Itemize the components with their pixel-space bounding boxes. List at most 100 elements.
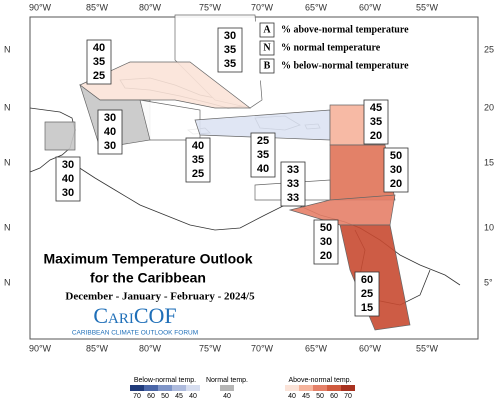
lon-label: 90°W xyxy=(29,343,52,353)
lon-label: 90°W xyxy=(29,2,52,12)
lat-label: N xyxy=(4,157,11,167)
region-value: 40 xyxy=(192,140,204,152)
colorbar-swatch xyxy=(299,385,313,391)
lon-label: 75°W xyxy=(199,343,222,353)
lon-label: 85°W xyxy=(86,2,109,12)
colorbar-swatch xyxy=(220,385,234,391)
lon-label: 60°W xyxy=(359,2,382,12)
value-box xyxy=(185,137,211,183)
colorbar-label: 40 xyxy=(223,393,231,400)
colorbar-label: 40 xyxy=(288,393,296,400)
lat-label: N xyxy=(4,102,11,112)
region-value: 33 xyxy=(287,178,299,190)
lon-label: 65°W xyxy=(305,2,328,12)
value-box xyxy=(354,271,380,317)
logo: CariCOF xyxy=(93,303,176,328)
legend-text: % below-normal temperature xyxy=(281,60,409,71)
title-line: for the Caribbean xyxy=(90,270,206,286)
region-value: 35 xyxy=(192,154,204,166)
region-value: 20 xyxy=(390,178,402,190)
region-value: 25 xyxy=(93,70,105,82)
colorbar-label: 70 xyxy=(133,393,141,400)
colorbar-swatch xyxy=(341,385,355,391)
colorbar-label: 60 xyxy=(330,393,338,400)
region-value: 60 xyxy=(361,274,373,286)
region-value: 20 xyxy=(320,250,332,262)
subtitle: December - January - February - 2024/5 xyxy=(65,291,255,303)
lat-label: N xyxy=(4,222,11,232)
value-box xyxy=(97,109,123,155)
region-value: 50 xyxy=(320,222,332,234)
value-box xyxy=(217,27,243,73)
region-value: 30 xyxy=(62,159,74,171)
value-box xyxy=(363,99,389,145)
lon-label: 55°W xyxy=(416,343,439,353)
lat-label: 10 xyxy=(484,222,494,232)
colorbar-swatch xyxy=(144,385,158,391)
legend-letter: N xyxy=(263,42,271,53)
value-box xyxy=(55,156,81,202)
lon-label: 85°W xyxy=(86,343,109,353)
region-value: 35 xyxy=(93,56,105,68)
colorbar-label: 50 xyxy=(316,393,324,400)
region-value: 30 xyxy=(104,140,116,152)
lon-label: 70°W xyxy=(251,343,274,353)
region-value: 20 xyxy=(370,130,382,142)
colorbar-title: Above-normal temp. xyxy=(288,377,351,384)
lat-label: 20 xyxy=(484,102,494,112)
region-value: 33 xyxy=(287,192,299,204)
lon-label: 55°W xyxy=(416,2,439,12)
region-value: 35 xyxy=(224,44,236,56)
region xyxy=(44,121,76,151)
region-value: 30 xyxy=(390,164,402,176)
colorbar-label: 45 xyxy=(175,393,183,400)
colorbar-label: 70 xyxy=(344,393,352,400)
region-value: 15 xyxy=(361,302,373,314)
colorbar-swatch xyxy=(130,385,144,391)
region-value: 30 xyxy=(224,30,236,42)
region-value: 25 xyxy=(257,135,269,147)
lat-label: 25 xyxy=(484,44,494,54)
colorbar-swatch xyxy=(313,385,327,391)
lon-label: 75°W xyxy=(199,2,222,12)
colorbar-swatch xyxy=(285,385,299,391)
region-value: 30 xyxy=(320,236,332,248)
lat-label: 15 xyxy=(484,157,494,167)
region-value: 35 xyxy=(370,116,382,128)
legend-letter: B xyxy=(264,60,271,71)
value-box xyxy=(313,219,339,265)
legend: A % above-normal temperature N % normal tem… xyxy=(254,21,424,81)
legend-box xyxy=(254,21,424,81)
value-box xyxy=(86,39,112,85)
region-value: 33 xyxy=(287,164,299,176)
region-value: 40 xyxy=(93,42,105,54)
region-value: 25 xyxy=(192,168,204,180)
colorbar-label: 45 xyxy=(302,393,310,400)
colorbar-label: 40 xyxy=(189,393,197,400)
legend-letter: A xyxy=(263,24,271,35)
region-value: 35 xyxy=(257,149,269,161)
colorbar-title: Below-normal temp. xyxy=(134,377,196,384)
region-value: 40 xyxy=(62,173,74,185)
lat-label: N xyxy=(4,277,11,287)
value-box xyxy=(383,147,409,193)
colorbar-title: Normal temp. xyxy=(206,377,248,384)
legend-key xyxy=(259,58,275,74)
lon-label: 80°W xyxy=(139,2,162,12)
title-block: Maximum Temperature Outlook for the Cari… xyxy=(43,251,255,337)
lat-label: 5° xyxy=(484,277,493,287)
region-value: 30 xyxy=(104,112,116,124)
region-value: 45 xyxy=(370,102,382,114)
lon-label: 60°W xyxy=(359,343,382,353)
colorbar-swatch xyxy=(172,385,186,391)
colorbar-swatch xyxy=(158,385,172,391)
colorbar-label: 60 xyxy=(147,393,155,400)
legend-text: % normal temperature xyxy=(281,42,381,53)
region-value: 30 xyxy=(62,187,74,199)
logo-subtitle: CARIBBEAN CLIMATE OUTLOOK FORUM xyxy=(72,330,198,337)
colorbar-swatch xyxy=(186,385,200,391)
lon-label: 65°W xyxy=(305,343,328,353)
title-line: Maximum Temperature Outlook xyxy=(43,251,252,267)
region-value: 35 xyxy=(224,58,236,70)
